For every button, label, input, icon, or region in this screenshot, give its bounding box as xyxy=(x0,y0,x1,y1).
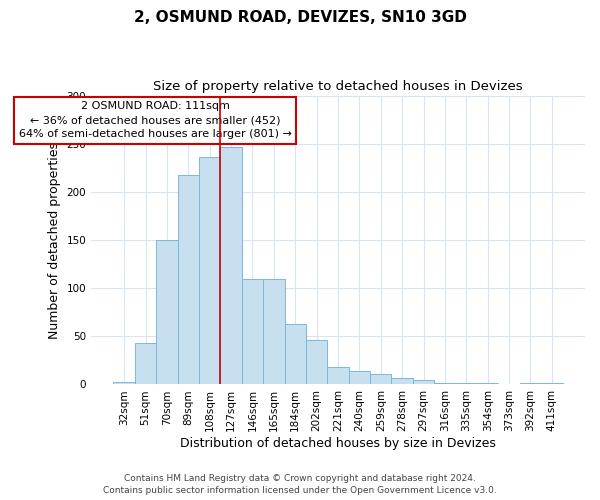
Bar xyxy=(263,278,284,384)
Bar xyxy=(135,343,156,384)
Text: 2, OSMUND ROAD, DEVIZES, SN10 3GD: 2, OSMUND ROAD, DEVIZES, SN10 3GD xyxy=(134,10,466,25)
Text: Contains HM Land Registry data © Crown copyright and database right 2024.
Contai: Contains HM Land Registry data © Crown c… xyxy=(103,474,497,495)
Bar xyxy=(434,382,455,384)
Y-axis label: Number of detached properties: Number of detached properties xyxy=(48,142,61,338)
Bar xyxy=(199,157,220,384)
Bar xyxy=(370,374,391,384)
Bar xyxy=(242,278,263,384)
Bar xyxy=(541,382,563,384)
Bar xyxy=(328,367,349,384)
Bar xyxy=(178,174,199,384)
Text: 2 OSMUND ROAD: 111sqm
← 36% of detached houses are smaller (452)
64% of semi-det: 2 OSMUND ROAD: 111sqm ← 36% of detached … xyxy=(19,102,292,140)
Title: Size of property relative to detached houses in Devizes: Size of property relative to detached ho… xyxy=(153,80,523,93)
Bar xyxy=(349,371,370,384)
Bar xyxy=(391,378,413,384)
X-axis label: Distribution of detached houses by size in Devizes: Distribution of detached houses by size … xyxy=(180,437,496,450)
Bar xyxy=(220,146,242,384)
Bar xyxy=(156,240,178,384)
Bar xyxy=(284,324,306,384)
Bar xyxy=(306,340,328,384)
Bar xyxy=(413,380,434,384)
Bar xyxy=(113,382,135,384)
